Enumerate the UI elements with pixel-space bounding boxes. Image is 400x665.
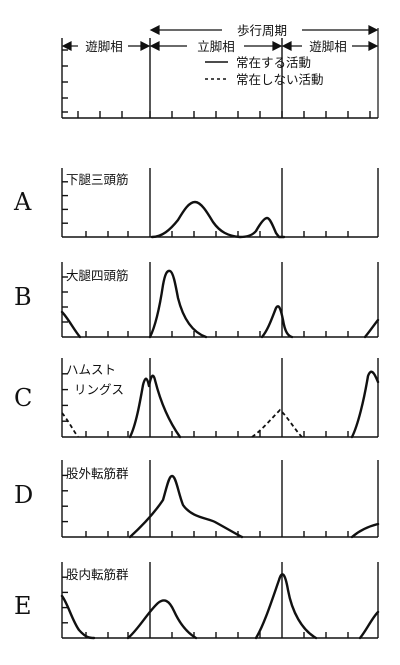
swing-phase-arrow-left [61,41,151,51]
row-letter: A [13,188,32,216]
swing-phase-label-right: 遊脚相 [309,39,347,54]
emg-activity-dashed [61,412,79,438]
header-tick-marks [77,111,371,118]
legend-solid-label: 常在する活動 [236,55,311,70]
panel-frame [61,358,379,438]
emg-activity-solid [358,610,380,640]
muscle-label: リングス [74,382,124,397]
emg-activity-solid [363,318,380,339]
panel-b: B 大腿四頭筋 [14,262,380,339]
emg-activity-solid [350,370,380,439]
gait-cycle-arrow [149,25,379,35]
stance-phase-arrow [149,41,283,51]
header-panel [61,28,379,119]
gait-cycle-label: 歩行周期 [237,23,287,38]
emg-activity-solid [60,594,96,640]
emg-activity-solid [128,374,182,439]
emg-activity-solid [60,310,82,339]
muscle-label: 大腿四頭筋 [66,268,129,283]
emg-activity-solid [254,573,318,640]
muscle-label: 股外転筋群 [66,466,129,481]
stance-phase-label: 立脚相 [197,39,235,54]
emg-activity-solid [350,522,380,539]
row-letter: C [14,384,32,412]
muscle-label: 股内転筋群 [66,567,129,582]
row-letter: B [14,283,32,311]
emg-activity-dashed [251,408,303,438]
emg-activity-solid [128,474,244,539]
swing-phase-arrow-right [281,41,379,51]
panel-a: A 下腿三頭筋 [13,168,379,239]
panel-d: D 股外転筋群 [14,460,380,539]
row-letter: E [14,592,32,620]
header-left-tick-marks [62,49,68,113]
panel-e: E 股内転筋群 [14,562,380,640]
emg-activity-solid [126,599,198,640]
legend-dashed-label: 常在しない活動 [236,72,324,87]
emg-activity-solid [260,305,294,339]
muscle-label: 下腿三頭筋 [66,172,129,187]
panel-frame [61,168,379,238]
emg-activity-solid [150,200,286,239]
panel-frame [61,262,379,338]
muscle-label: ハムスト [66,362,116,377]
row-letter: D [14,481,33,509]
emg-activity-solid [148,269,208,339]
swing-phase-label-left: 遊脚相 [85,39,123,54]
